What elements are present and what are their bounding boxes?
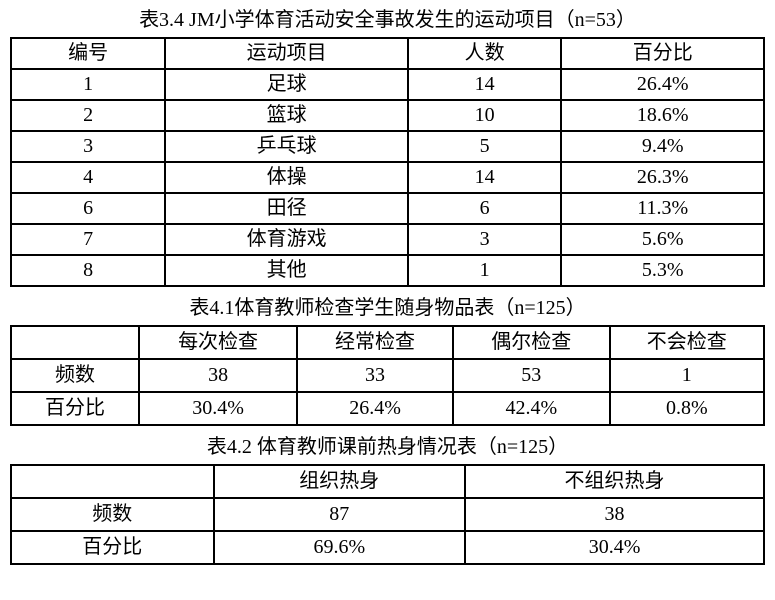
table-cell: 30.4% [464,530,765,565]
table-cell: 53 [451,358,611,393]
table-cell: 38 [464,497,765,532]
table-cell: 5 [406,130,563,163]
table-cell: 3 [406,223,563,256]
table-row: 3 乒乓球 5 9.4% [9,130,765,163]
table-row: 百分比 69.6% 30.4% [10,530,765,565]
table-header-cell: 每次检查 [137,325,299,360]
table-row: 8 其他 1 5.3% [9,254,765,287]
table-row: 2 篮球 10 18.6% [9,99,765,132]
table-header-cell: 不组织热身 [464,464,765,499]
table-cell: 2 [9,99,167,132]
table-cell: 6 [9,192,167,225]
table-cell: 1 [406,254,563,287]
table-cell: 38 [137,358,299,393]
table-header-cell: 人数 [406,37,563,70]
table-cell: 14 [406,161,563,194]
table-cell: 0.8% [608,391,766,426]
table-cell: 频数 [10,497,215,532]
table-4-2-warmup: 组织热身 不组织热身 频数 87 38 百分比 69.6% 30.4% [10,464,765,565]
table-cell: 10 [406,99,563,132]
table-3-4-sports-accidents: 编号 运动项目 人数 百分比 1 足球 14 26.4% 2 篮球 10 18.6% 3 乒乓球 5 9.4%… [9,37,765,287]
table-cell: 其他 [164,254,409,287]
table-cell: 5.6% [560,223,765,256]
table-header-cell: 运动项目 [164,37,409,70]
table-row: 7 体育游戏 3 5.6% [9,223,765,256]
table-header-cell: 组织热身 [212,464,467,499]
table-cell: 18.6% [560,99,765,132]
table-row: 4 体操 14 26.3% [9,161,765,194]
table-cell: 田径 [164,192,409,225]
table-cell: 42.4% [451,391,611,426]
table-4-1-belongings-check: 每次检查 经常检查 偶尔检查 不会检查 频数 38 33 53 1 百分比 30.4% 26.4% 42… [10,325,766,426]
table-cell: 足球 [164,68,409,101]
table-header-row: 每次检查 经常检查 偶尔检查 不会检查 [10,325,766,360]
table-row: 百分比 30.4% 26.4% 42.4% 0.8% [10,391,766,426]
table-cell: 1 [608,358,766,393]
table-cell: 4 [9,161,167,194]
table-4-1-title: 表4.1体育教师检查学生随身物品表（n=125） [189,297,586,319]
table-cell: 体育游戏 [164,223,409,256]
table-cell: 5.3% [560,254,765,287]
table-header-cell: 经常检查 [296,325,454,360]
table-cell: 33 [296,358,454,393]
table-header-cell [10,325,140,360]
table-cell: 8 [9,254,167,287]
table-cell: 30.4% [137,391,299,426]
table-cell: 1 [9,68,167,101]
table-row: 频数 87 38 [10,497,765,532]
table-cell: 26.3% [560,161,765,194]
table-header-cell: 偶尔检查 [451,325,611,360]
table-3-4-title: 表3.4 JM小学体育活动安全事故发生的运动项目（n=53） [139,9,636,31]
table-cell: 26.4% [296,391,454,426]
table-header-row: 组织热身 不组织热身 [10,464,765,499]
table-cell: 9.4% [560,130,765,163]
table-row: 频数 38 33 53 1 [10,358,766,393]
table-header-cell: 百分比 [560,37,765,70]
table-header-cell [10,464,215,499]
table-cell: 体操 [164,161,409,194]
table-cell: 87 [212,497,467,532]
table-cell: 11.3% [560,192,765,225]
table-4-2-title: 表4.2 体育教师课前热身情况表（n=125） [206,436,569,458]
table-cell: 百分比 [10,530,215,565]
table-cell: 百分比 [10,391,140,426]
table-header-row: 编号 运动项目 人数 百分比 [9,37,765,70]
table-cell: 篮球 [164,99,409,132]
table-cell: 6 [406,192,563,225]
table-cell: 3 [9,130,167,163]
table-header-cell: 编号 [9,37,167,70]
table-cell: 7 [9,223,167,256]
table-cell: 69.6% [212,530,467,565]
table-row: 6 田径 6 11.3% [9,192,765,225]
table-row: 1 足球 14 26.4% [9,68,765,101]
table-cell: 频数 [10,358,140,393]
table-cell: 26.4% [560,68,765,101]
table-header-cell: 不会检查 [608,325,766,360]
table-cell: 乒乓球 [164,130,409,163]
table-cell: 14 [406,68,563,101]
